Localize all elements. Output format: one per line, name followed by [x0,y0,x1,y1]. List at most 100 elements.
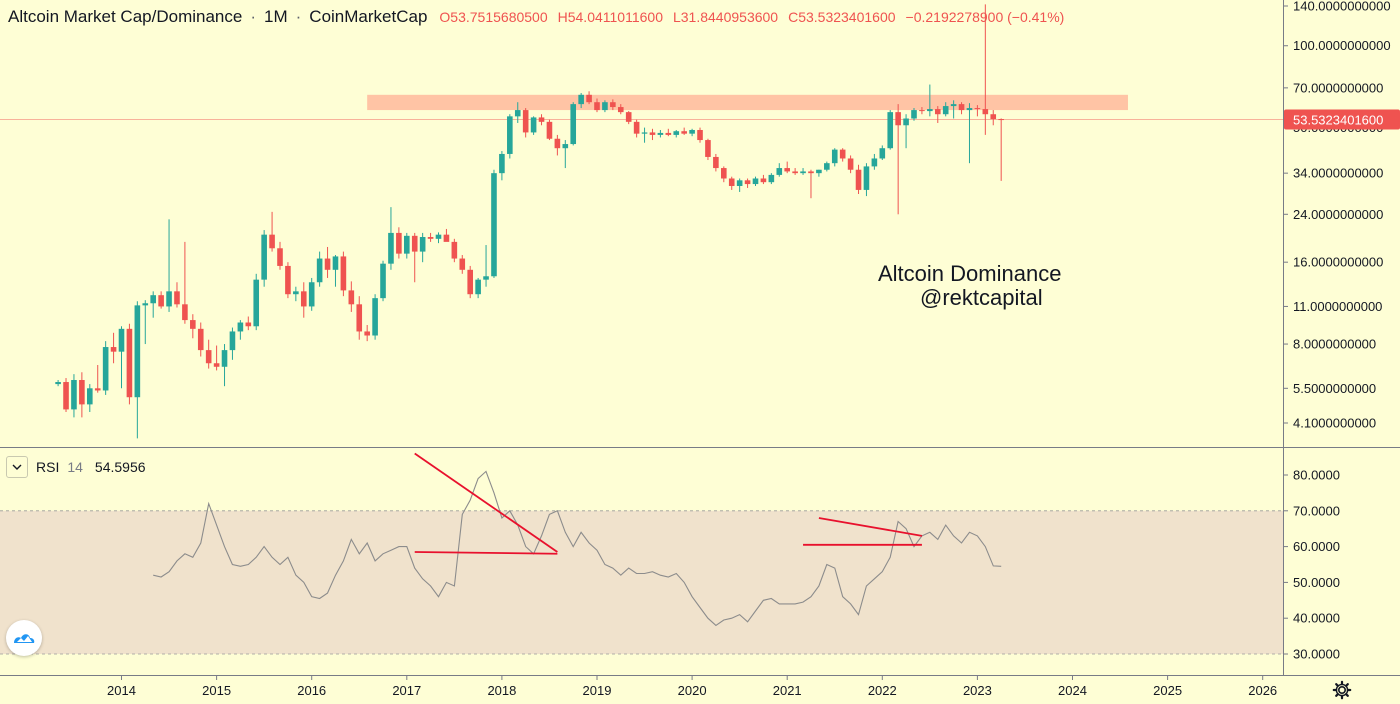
candle[interactable] [348,281,355,312]
candle[interactable] [166,219,172,312]
candle[interactable] [784,161,790,174]
candle[interactable] [958,102,965,115]
candle[interactable] [197,322,204,357]
candle[interactable] [364,325,370,342]
rsi-trendline[interactable] [818,517,923,537]
candle[interactable] [586,91,592,105]
candle[interactable] [903,114,909,149]
candle[interactable] [467,265,473,299]
candle[interactable] [594,98,600,113]
candle[interactable] [71,374,77,418]
price-pane[interactable] [0,4,1283,439]
candle[interactable] [316,251,323,287]
candle[interactable] [855,164,862,194]
candle[interactable] [617,104,624,115]
candle[interactable] [768,173,775,185]
candle[interactable] [713,153,719,172]
candle[interactable] [483,245,489,287]
candle[interactable] [293,286,299,302]
candle[interactable] [657,129,664,138]
candle[interactable] [633,119,640,138]
candle[interactable] [190,314,196,339]
candle[interactable] [998,118,1004,181]
candle[interactable] [990,110,997,126]
candle[interactable] [332,255,339,287]
candle[interactable] [475,277,481,299]
resistance-zone[interactable] [367,94,1128,111]
rsi-name[interactable]: RSI [36,459,60,475]
candle[interactable] [514,102,521,123]
candle[interactable] [205,339,212,369]
collapse-button[interactable] [6,456,28,478]
candle[interactable] [942,102,949,117]
candle[interactable] [419,232,426,263]
candle[interactable] [253,273,260,331]
candle[interactable] [435,232,442,244]
candle[interactable] [87,384,93,413]
candle[interactable] [673,129,680,138]
candle[interactable] [261,230,267,287]
candle[interactable] [863,163,870,197]
candle[interactable] [665,128,672,137]
candle[interactable] [63,378,69,413]
rsi-line[interactable] [153,470,1002,627]
candle[interactable] [324,246,331,278]
candle[interactable] [871,153,878,170]
candle[interactable] [229,327,236,360]
candle[interactable] [396,227,402,259]
rsi-trendline[interactable] [414,551,558,555]
candle[interactable] [950,100,957,119]
candle[interactable] [356,296,363,340]
candle[interactable] [507,114,513,159]
candle[interactable] [689,128,695,137]
candle[interactable] [546,119,553,141]
candle[interactable] [79,372,85,418]
candle[interactable] [55,380,61,387]
candle[interactable] [554,134,561,156]
candle[interactable] [831,148,838,167]
candle[interactable] [824,161,830,172]
candle[interactable] [816,169,822,177]
candle[interactable] [570,102,577,146]
candle[interactable] [792,168,798,175]
candle[interactable] [285,262,291,299]
candle[interactable] [277,241,283,270]
candle[interactable] [927,84,933,117]
candle[interactable] [721,166,727,183]
candle[interactable] [895,104,901,215]
candle[interactable] [705,138,711,161]
tradingview-logo-button[interactable] [6,620,42,656]
candle[interactable] [340,251,347,297]
candle[interactable] [839,148,846,162]
candle[interactable] [681,127,687,135]
settings-button[interactable] [1330,679,1354,701]
candle[interactable] [174,282,180,308]
candle[interactable] [388,207,394,270]
candle[interactable] [982,4,989,135]
chart-annotation[interactable]: Altcoin Dominance @rektcapital [878,262,1061,310]
candle[interactable] [728,176,735,190]
candle[interactable] [966,103,973,164]
candle[interactable] [134,301,141,439]
candle[interactable] [776,163,783,177]
candle[interactable] [530,116,537,135]
candle[interactable] [522,108,529,138]
symbol-title[interactable]: Altcoin Market Cap/Dominance [8,7,243,26]
candle[interactable] [427,232,434,242]
candle[interactable] [269,211,275,252]
candle[interactable] [237,320,244,340]
candle[interactable] [800,168,806,175]
candle[interactable] [879,145,886,161]
candle[interactable] [411,232,418,283]
candle[interactable] [213,345,220,371]
candle[interactable] [649,128,656,141]
candle[interactable] [808,169,814,199]
candle[interactable] [142,300,149,345]
candle[interactable] [697,127,703,143]
candle[interactable] [499,151,505,181]
candle[interactable] [562,140,569,169]
candle[interactable] [887,110,894,150]
candle[interactable] [491,169,497,278]
candle[interactable] [847,155,854,174]
